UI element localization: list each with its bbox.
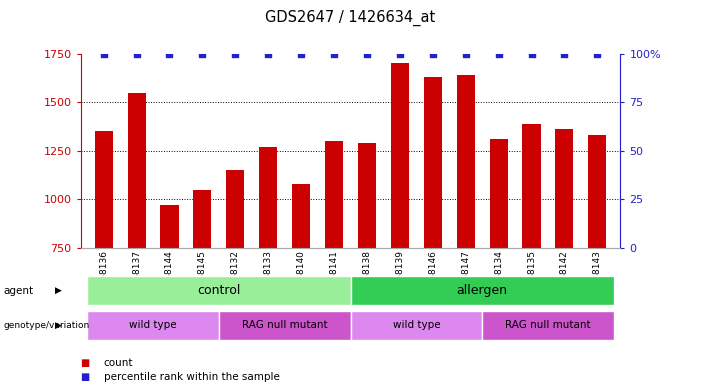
Text: ■: ■: [81, 358, 90, 368]
Point: [592, 51, 603, 57]
Text: wild type: wild type: [393, 320, 440, 331]
Point: [197, 51, 208, 57]
Bar: [292, 184, 310, 248]
Point: [164, 51, 175, 57]
Bar: [522, 124, 540, 248]
Text: ▶: ▶: [55, 321, 62, 330]
Point: [394, 51, 405, 57]
Bar: [588, 135, 606, 248]
Bar: [226, 170, 245, 248]
Bar: [423, 77, 442, 248]
Bar: [193, 190, 212, 248]
Point: [98, 51, 109, 57]
Point: [263, 51, 274, 57]
Text: percentile rank within the sample: percentile rank within the sample: [104, 372, 280, 382]
Text: wild type: wild type: [129, 320, 177, 331]
Bar: [391, 63, 409, 248]
Text: ▶: ▶: [55, 286, 62, 295]
Text: genotype/variation: genotype/variation: [4, 321, 90, 330]
Text: GDS2647 / 1426634_at: GDS2647 / 1426634_at: [266, 10, 435, 26]
Point: [559, 51, 570, 57]
Point: [361, 51, 372, 57]
Text: RAG null mutant: RAG null mutant: [505, 320, 591, 331]
Text: agent: agent: [4, 286, 34, 296]
Bar: [259, 147, 278, 248]
Point: [526, 51, 537, 57]
Bar: [489, 139, 508, 248]
Bar: [128, 93, 146, 248]
Point: [493, 51, 504, 57]
Point: [296, 51, 307, 57]
Bar: [95, 131, 113, 248]
Point: [329, 51, 340, 57]
Text: control: control: [197, 285, 240, 297]
Bar: [325, 141, 343, 248]
Point: [427, 51, 438, 57]
Point: [460, 51, 471, 57]
Bar: [161, 205, 179, 248]
Text: allergen: allergen: [456, 285, 508, 297]
Bar: [456, 75, 475, 248]
Point: [230, 51, 241, 57]
Point: [131, 51, 142, 57]
Text: RAG null mutant: RAG null mutant: [242, 320, 327, 331]
Text: count: count: [104, 358, 133, 368]
Bar: [555, 129, 573, 248]
Text: ■: ■: [81, 372, 90, 382]
Bar: [358, 143, 376, 248]
